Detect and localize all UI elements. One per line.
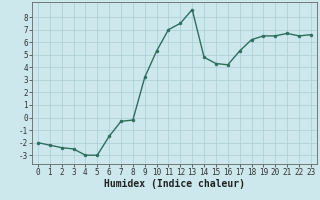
X-axis label: Humidex (Indice chaleur): Humidex (Indice chaleur) <box>104 179 245 189</box>
